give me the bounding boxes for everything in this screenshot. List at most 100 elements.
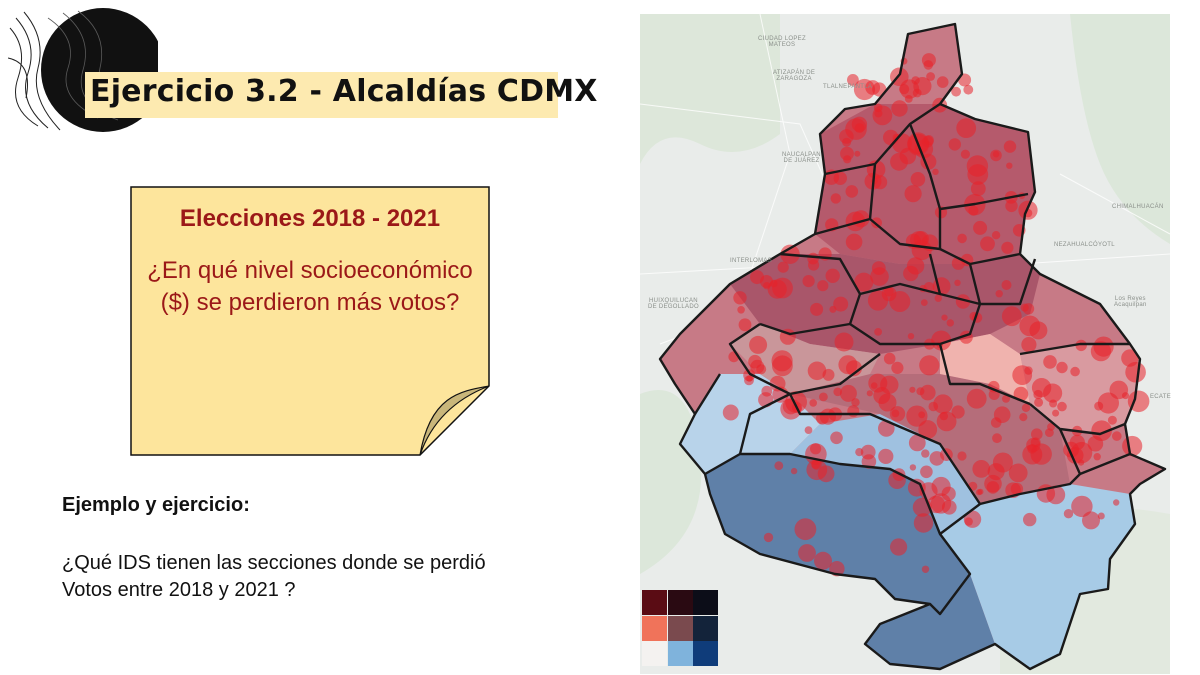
vote-loss-dot xyxy=(1056,361,1068,374)
vote-loss-dot xyxy=(913,513,934,533)
vote-loss-dot xyxy=(918,411,926,419)
vote-loss-dot xyxy=(833,171,847,185)
legend-cell-1-2 xyxy=(693,615,718,641)
vote-loss-dot xyxy=(939,411,948,421)
vote-loss-dot xyxy=(934,294,942,302)
legend-cell-2-2 xyxy=(693,641,718,666)
vote-loss-dot xyxy=(845,211,866,232)
vote-loss-dot xyxy=(798,544,816,562)
vote-loss-dot xyxy=(1112,431,1122,441)
map-label-naucalpan: NAUCALPAN DE JUÁREZ xyxy=(782,152,821,164)
vote-loss-dot xyxy=(866,390,873,397)
map-label-huixquilucan: HUIXQUILUCAN DE DEGOLLADO xyxy=(648,298,699,310)
vote-loss-dot xyxy=(931,330,952,351)
legend-cell-2-0 xyxy=(642,641,667,666)
vote-loss-dot xyxy=(834,332,854,352)
vote-loss-dot xyxy=(1024,366,1033,375)
vote-loss-dot xyxy=(810,302,824,316)
legend-cell-1-0 xyxy=(642,615,667,641)
vote-loss-dot xyxy=(1109,380,1129,400)
legend-cell-2-1 xyxy=(667,641,693,666)
vote-loss-dot xyxy=(941,314,948,321)
vote-loss-dot xyxy=(847,405,860,418)
vote-loss-dot xyxy=(890,152,908,171)
vote-loss-dot xyxy=(1003,140,1017,153)
vote-loss-dot xyxy=(1001,280,1012,290)
vote-loss-dot xyxy=(830,431,843,445)
vote-loss-dot xyxy=(870,382,878,389)
vote-loss-dot xyxy=(1069,434,1085,450)
legend-cell-0-2 xyxy=(693,590,718,615)
slide-title: Ejercicio 3.2 - Alcaldías CDMX xyxy=(90,74,598,109)
vote-loss-dot xyxy=(733,291,747,305)
vote-loss-dot xyxy=(829,305,837,313)
vote-loss-dot xyxy=(1093,336,1114,357)
vote-loss-dot xyxy=(991,231,1001,240)
vote-loss-dot xyxy=(963,510,982,528)
map-label-ecatepec: ECATE xyxy=(1150,394,1172,400)
legend-cell-0-1 xyxy=(667,590,693,615)
vote-loss-dot xyxy=(916,387,925,396)
map-label-atizapan: ATIZAPÁN DE ZARAGOZA xyxy=(773,70,816,82)
vote-loss-dot xyxy=(806,459,828,481)
vote-loss-dot xyxy=(956,118,977,138)
vote-loss-dot xyxy=(722,404,739,421)
vote-loss-dot xyxy=(932,168,939,175)
vote-loss-dot xyxy=(951,405,965,419)
vote-loss-dot xyxy=(855,448,864,457)
vote-loss-dot xyxy=(842,137,852,147)
vote-loss-dot xyxy=(809,399,817,407)
vote-loss-dot xyxy=(920,384,936,401)
legend-cell-1-1 xyxy=(667,615,693,641)
vote-loss-dot xyxy=(891,100,908,117)
vote-loss-dot xyxy=(970,181,986,197)
vote-loss-dot xyxy=(948,138,961,151)
cdmx-map: CIUDAD LOPEZ MATEOS ATIZAPÁN DE ZARAGOZA… xyxy=(640,14,1172,674)
vote-loss-dot xyxy=(819,392,828,402)
vote-loss-dot xyxy=(749,335,768,354)
vote-loss-dot xyxy=(819,408,836,425)
vote-loss-dot xyxy=(957,233,967,244)
vote-loss-dot xyxy=(881,286,897,302)
vote-loss-dot xyxy=(951,86,961,97)
vote-loss-dot xyxy=(802,275,815,288)
vote-loss-dot xyxy=(960,149,970,159)
vote-loss-dot xyxy=(873,387,891,404)
map-label-tlalnepantla: TLALNEPANTLA xyxy=(823,84,873,90)
vote-loss-dot xyxy=(1020,303,1029,312)
note-question: ¿En qué nivel socioeconómico ($) se perd… xyxy=(147,257,473,316)
vote-loss-dot xyxy=(1097,392,1119,414)
vote-loss-dot xyxy=(756,364,767,375)
vote-loss-dot xyxy=(908,434,926,452)
vote-loss-dot xyxy=(808,259,820,271)
vote-loss-dot xyxy=(1043,355,1057,369)
vote-loss-dot xyxy=(763,532,774,543)
map-label-nezahualcoyotl: NEZAHUALCÓYOTL xyxy=(1054,242,1115,248)
vote-loss-dot xyxy=(972,460,991,478)
vote-loss-dot xyxy=(1125,361,1146,383)
vote-loss-dot xyxy=(822,368,835,381)
vote-loss-dot xyxy=(1093,453,1101,461)
exercise-question: ¿Qué IDS tienen las secciones donde se p… xyxy=(62,552,486,601)
vote-loss-dot xyxy=(1005,199,1018,213)
vote-loss-dot xyxy=(941,486,956,501)
vote-loss-dot xyxy=(903,265,919,282)
vote-loss-dot xyxy=(995,290,1003,298)
vote-loss-dot xyxy=(1070,366,1080,377)
vote-loss-dot xyxy=(1082,511,1100,530)
vote-loss-dot xyxy=(817,280,829,292)
vote-loss-dot xyxy=(750,270,764,285)
vote-loss-dot xyxy=(845,185,859,198)
vote-loss-dot xyxy=(860,444,876,460)
vote-loss-dot xyxy=(883,352,896,365)
vote-loss-dot xyxy=(929,451,945,466)
vote-loss-dot xyxy=(889,406,906,422)
vote-loss-dot xyxy=(967,164,989,185)
vote-loss-dot xyxy=(1049,399,1058,408)
vote-loss-dot xyxy=(807,361,827,381)
vote-loss-dot xyxy=(1008,463,1028,483)
vote-loss-dot xyxy=(825,268,840,283)
vote-loss-dot xyxy=(814,551,832,570)
vote-loss-dot xyxy=(790,467,798,475)
vote-loss-dot xyxy=(920,465,933,479)
